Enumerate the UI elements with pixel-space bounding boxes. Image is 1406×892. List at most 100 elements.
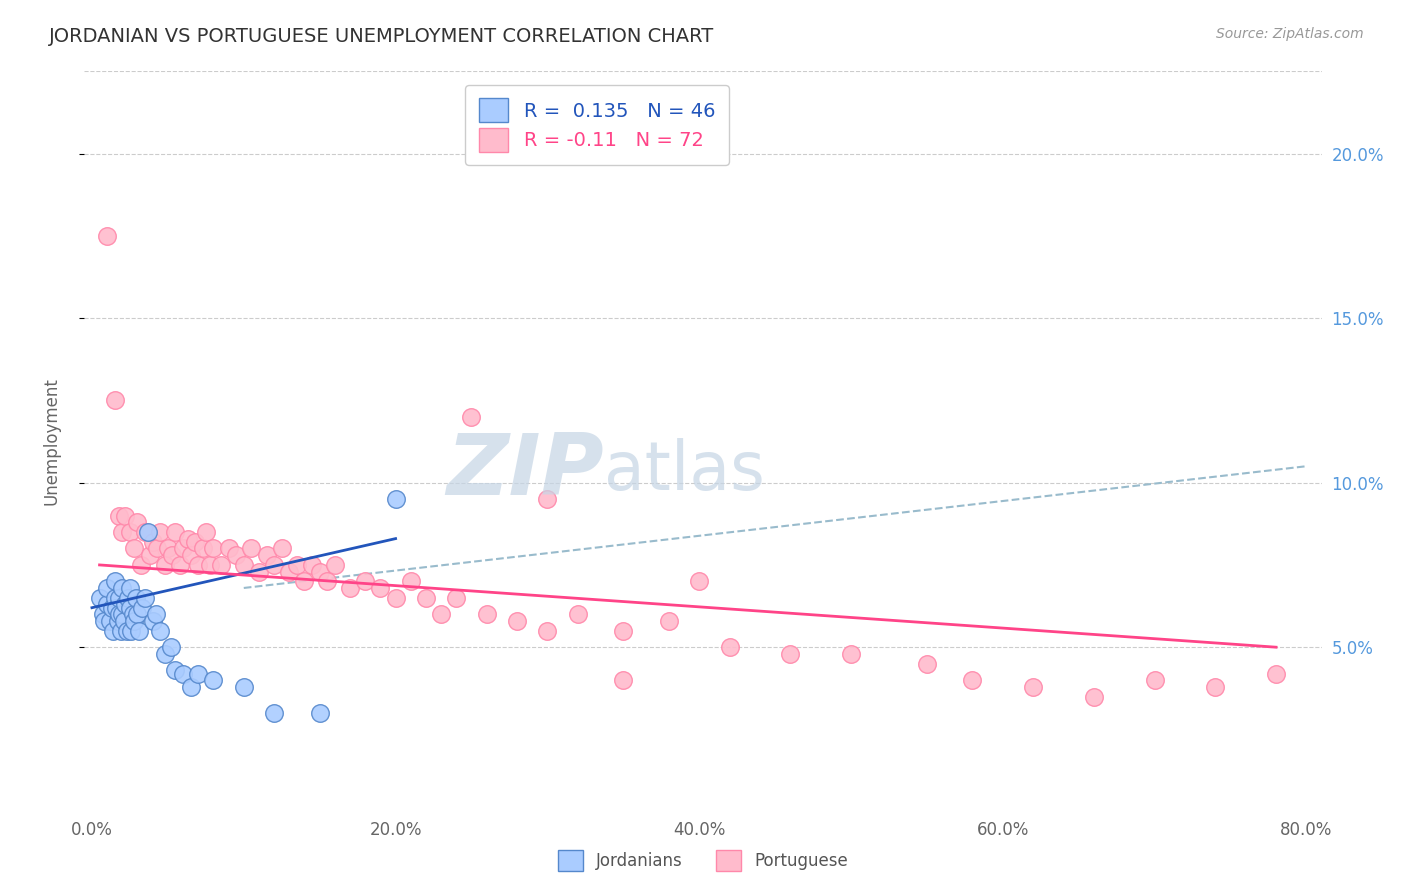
Point: [240, 541, 263, 556]
Point: [202, 673, 225, 687]
Point: [125, 591, 148, 605]
Point: [779, 647, 801, 661]
Point: [301, 558, 323, 572]
Point: [225, 548, 247, 562]
Point: [536, 624, 558, 638]
Point: [104, 393, 127, 408]
Point: [165, 524, 187, 539]
Point: [308, 565, 330, 579]
Point: [111, 524, 134, 539]
Point: [218, 541, 240, 556]
Point: [180, 548, 202, 562]
Point: [146, 541, 169, 556]
Point: [339, 581, 361, 595]
Point: [658, 614, 681, 628]
Point: [232, 680, 254, 694]
Point: [110, 624, 132, 638]
Point: [96, 598, 118, 612]
Point: [96, 581, 118, 595]
Point: [446, 591, 468, 605]
Point: [567, 607, 589, 622]
Point: [184, 535, 207, 549]
Point: [111, 581, 134, 595]
Point: [475, 607, 498, 622]
Point: [180, 680, 202, 694]
Text: Source: ZipAtlas.com: Source: ZipAtlas.com: [1216, 27, 1364, 41]
Point: [131, 600, 153, 615]
Point: [153, 647, 176, 661]
Point: [100, 600, 122, 615]
Legend: Jordanians, Portuguese: Jordanians, Portuguese: [551, 844, 855, 878]
Point: [285, 558, 308, 572]
Point: [323, 558, 346, 572]
Point: [112, 614, 135, 628]
Point: [165, 663, 187, 677]
Point: [114, 508, 136, 523]
Point: [134, 591, 156, 605]
Point: [108, 508, 131, 523]
Point: [93, 614, 115, 628]
Point: [915, 657, 938, 671]
Point: [98, 614, 121, 628]
Point: [138, 548, 160, 562]
Text: atlas: atlas: [605, 438, 765, 504]
Point: [127, 607, 149, 622]
Point: [142, 535, 165, 549]
Point: [247, 565, 270, 579]
Point: [962, 673, 984, 687]
Point: [612, 673, 634, 687]
Point: [104, 591, 127, 605]
Point: [370, 581, 392, 595]
Point: [1083, 690, 1105, 704]
Point: [149, 624, 172, 638]
Point: [169, 558, 191, 572]
Point: [308, 706, 330, 720]
Point: [117, 591, 139, 605]
Point: [194, 524, 217, 539]
Point: [718, 640, 741, 655]
Point: [202, 541, 225, 556]
Point: [118, 524, 141, 539]
Point: [124, 541, 146, 556]
Point: [294, 574, 316, 589]
Point: [120, 624, 142, 638]
Point: [91, 607, 114, 622]
Point: [232, 558, 254, 572]
Point: [118, 581, 141, 595]
Point: [176, 532, 198, 546]
Point: [278, 565, 301, 579]
Point: [160, 640, 183, 655]
Point: [1022, 680, 1045, 694]
Point: [612, 624, 634, 638]
Point: [114, 598, 136, 612]
Point: [263, 558, 285, 572]
Point: [256, 548, 278, 562]
Point: [145, 607, 167, 622]
Y-axis label: Unemployment: Unemployment: [42, 377, 60, 506]
Point: [127, 515, 149, 529]
Point: [108, 607, 131, 622]
Text: ZIP: ZIP: [446, 430, 605, 513]
Point: [187, 558, 209, 572]
Point: [142, 614, 165, 628]
Point: [128, 624, 150, 638]
Point: [172, 666, 194, 681]
Point: [89, 591, 111, 605]
Point: [122, 607, 145, 622]
Point: [153, 558, 176, 572]
Point: [118, 600, 141, 615]
Point: [107, 614, 129, 628]
Point: [354, 574, 377, 589]
Point: [136, 524, 159, 539]
Point: [415, 591, 437, 605]
Point: [187, 666, 209, 681]
Point: [124, 614, 146, 628]
Point: [200, 558, 222, 572]
Point: [384, 492, 406, 507]
Point: [191, 541, 214, 556]
Point: [399, 574, 422, 589]
Point: [96, 228, 118, 243]
Point: [839, 647, 862, 661]
Point: [263, 706, 285, 720]
Point: [1265, 666, 1288, 681]
